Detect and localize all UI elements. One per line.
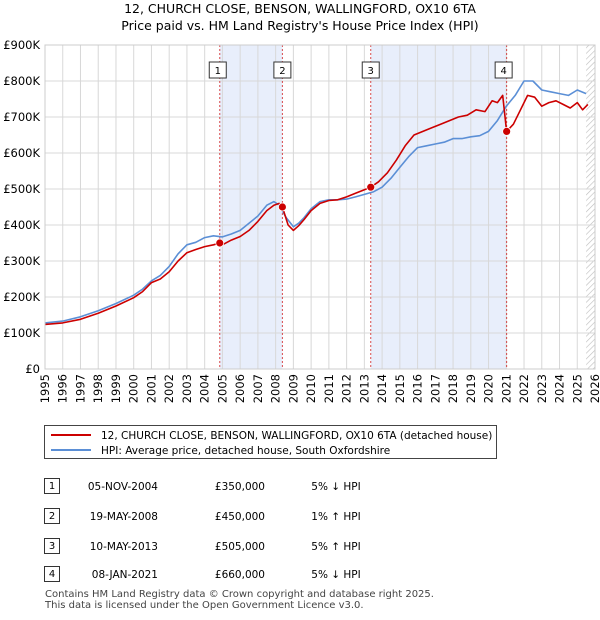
- sale-hpi-diff: 5% ↓ HPI: [311, 569, 361, 581]
- title-line-2: Price paid vs. HM Land Registry's House …: [121, 18, 479, 33]
- x-tick-label: 2008: [269, 374, 283, 403]
- x-tick-label: 2015: [393, 374, 407, 403]
- x-tick-label: 2006: [233, 374, 247, 403]
- x-tick-label: 2003: [180, 374, 194, 403]
- sale-price: £660,000: [214, 569, 265, 581]
- x-tick-label: 2009: [286, 374, 300, 403]
- hatched-region: [586, 45, 595, 369]
- x-tick-label: 2002: [162, 374, 176, 403]
- y-tick-label: £900K: [3, 38, 40, 52]
- legend-item-property: 12, CHURCH CLOSE, BENSON, WALLINGFORD, O…: [51, 429, 492, 443]
- x-tick-label: 1995: [38, 374, 52, 403]
- legend-label-property: 12, CHURCH CLOSE, BENSON, WALLINGFORD, O…: [101, 430, 493, 442]
- footer-line-1: Contains HM Land Registry data © Crown c…: [45, 589, 434, 600]
- sale-row: 3 10-MAY-2013 £505,000 5% ↑ HPI: [0, 538, 600, 558]
- sale-label-box: [494, 61, 513, 79]
- y-tick-label: £100K: [3, 326, 40, 340]
- sale-number-badge: 4: [44, 566, 60, 582]
- x-tick-label: 2004: [198, 374, 212, 403]
- sale-label-box: [208, 61, 227, 79]
- legend-swatch-property: [51, 434, 91, 436]
- sale-hpi-diff: 1% ↑ HPI: [311, 511, 361, 523]
- sale-price: £450,000: [214, 511, 265, 523]
- x-tick-label: 2017: [428, 374, 442, 403]
- footer-line-2: This data is licensed under the Open Gov…: [45, 600, 364, 611]
- sale-point: [215, 238, 225, 248]
- x-tick-label: 2011: [322, 374, 336, 403]
- shaded-period: [370, 45, 507, 369]
- sale-point: [502, 126, 512, 136]
- sale-row: 4 08-JAN-2021 £660,000 5% ↓ HPI: [0, 566, 600, 586]
- x-tick-label: 2000: [127, 374, 141, 403]
- y-tick-label: £300K: [3, 254, 40, 268]
- x-tick-label: 1997: [73, 374, 87, 403]
- x-tick-label: 2007: [251, 374, 265, 403]
- property-price-line: [44, 94, 589, 326]
- x-tick-label: 2020: [482, 374, 496, 403]
- title-line-1: 12, CHURCH CLOSE, BENSON, WALLINGFORD, O…: [124, 1, 476, 16]
- x-tick-label: 2013: [357, 374, 371, 403]
- x-tick-label: 2018: [446, 374, 460, 403]
- sale-label-box: [273, 61, 292, 79]
- x-tick-label: 2025: [570, 374, 584, 403]
- sale-point: [277, 202, 287, 212]
- y-tick-label: £700K: [3, 110, 40, 124]
- sale-label-text: 1: [215, 66, 221, 77]
- y-tick-label: £0: [25, 362, 40, 376]
- sale-price: £350,000: [214, 481, 265, 493]
- chart-legend: 12, CHURCH CLOSE, BENSON, WALLINGFORD, O…: [44, 425, 497, 459]
- x-tick-label: 2026: [588, 374, 600, 403]
- sale-hpi-diff: 5% ↑ HPI: [311, 541, 361, 553]
- x-tick-label: 2019: [464, 374, 478, 403]
- legend-label-hpi: HPI: Average price, detached house, Sout…: [101, 445, 391, 457]
- sale-price: £505,000: [214, 541, 265, 553]
- sale-label-text: 3: [368, 66, 374, 77]
- y-tick-label: £200K: [3, 290, 40, 304]
- x-tick-label: 2021: [499, 374, 513, 403]
- sale-date: 19-MAY-2008: [89, 511, 158, 523]
- x-tick-label: 1999: [109, 374, 123, 403]
- sale-date: 08-JAN-2021: [91, 569, 158, 581]
- y-tick-label: £800K: [3, 74, 40, 88]
- x-tick-label: 2001: [144, 374, 158, 403]
- x-tick-label: 2005: [215, 374, 229, 403]
- legend-item-hpi: HPI: Average price, detached house, Sout…: [51, 444, 390, 458]
- sale-label-text: 2: [279, 66, 285, 77]
- x-tick-label: 2012: [340, 374, 354, 403]
- x-tick-label: 2022: [517, 374, 531, 403]
- x-tick-label: 2014: [375, 374, 389, 403]
- sale-hpi-diff: 5% ↓ HPI: [311, 481, 361, 493]
- sale-number-badge: 3: [44, 538, 60, 554]
- price-chart: 1 2 3 4 £0 £100K £200K £300K £400K £500K £600K £70…: [3, 38, 600, 403]
- x-tick-label: 2024: [553, 374, 567, 403]
- plot-border: [44, 44, 596, 370]
- chart-title: 12, CHURCH CLOSE, BENSON, WALLINGFORD, O…: [0, 0, 600, 34]
- y-tick-label: £400K: [3, 218, 40, 232]
- x-tick-label: 1996: [56, 374, 70, 403]
- y-tick-label: £600K: [3, 146, 40, 160]
- sale-number-badge: 1: [44, 478, 60, 494]
- shaded-period: [219, 45, 283, 369]
- footer-attribution: Contains HM Land Registry data © Crown c…: [45, 589, 434, 611]
- x-tick-label: 2010: [304, 374, 318, 403]
- y-tick-label: £500K: [3, 182, 40, 196]
- sale-date: 10-MAY-2013: [89, 541, 158, 553]
- sale-date: 05-NOV-2004: [87, 481, 158, 493]
- x-tick-label: 2023: [535, 374, 549, 403]
- sale-row: 1 05-NOV-2004 £350,000 5% ↓ HPI: [0, 478, 600, 498]
- sale-number-badge: 2: [44, 508, 60, 524]
- plot-area: [45, 45, 595, 369]
- sale-row: 2 19-MAY-2008 £450,000 1% ↑ HPI: [0, 508, 600, 528]
- x-tick-label: 2016: [411, 374, 425, 403]
- legend-swatch-hpi: [51, 449, 91, 451]
- x-tick-label: 1998: [91, 374, 105, 403]
- sale-point: [366, 182, 376, 192]
- sale-label-box: [361, 61, 380, 79]
- sale-label-text: 4: [500, 66, 506, 77]
